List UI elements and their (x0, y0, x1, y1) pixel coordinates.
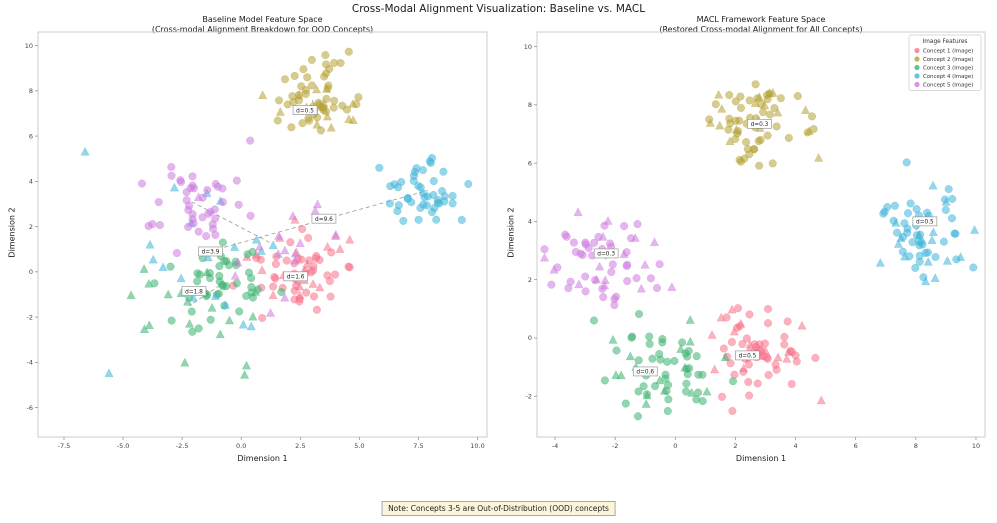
x-tick-label: 2 (733, 442, 737, 450)
svg-text:d=0.5: d=0.5 (296, 108, 314, 114)
svg-text:d=9.6: d=9.6 (315, 217, 333, 223)
legend-marker (914, 64, 920, 71)
distance-annotation: d=3.9 (198, 246, 223, 257)
legend-title: Image Features (923, 39, 968, 45)
legend-entry-label: Concept 5 (Image) (923, 83, 973, 89)
cluster-concept-4-text-points (875, 180, 979, 286)
plot-frame (536, 31, 986, 438)
y-tick-label: 8 (528, 101, 532, 109)
baseline-subplot-title-block: Baseline Model Feature Space (Cross-moda… (38, 15, 487, 34)
x-tick-label: 10.0 (470, 442, 484, 450)
centroid-distance-line (189, 285, 221, 307)
cluster-concept-3-text-points (608, 315, 730, 408)
axis-ticks: -4 -2 0 2 4 6 8 10 -2 0 2 4 6 8 10 (524, 43, 980, 450)
x-tick-label: -7.5 (58, 442, 71, 450)
x-tick-label: 6 (854, 442, 858, 450)
distance-annotation: d=9.6 (311, 213, 337, 224)
cluster-concept-5-text-points (194, 192, 341, 317)
baseline-x-axis-label: Dimension 1 (237, 454, 288, 463)
y-tick-label: 6 (29, 132, 33, 140)
centroid-distance-line (217, 189, 429, 250)
legend-entry-label: Concept 4 (Image) (923, 74, 973, 80)
legend: Image Features Concept 1 (Image) Concept 2… (908, 34, 982, 91)
macl-subplot-title-block: MACL Framework Feature Space (Restored C… (537, 15, 985, 34)
legend-marker (914, 73, 920, 79)
plot-frame (37, 31, 488, 438)
macl-y-axis-label: Dimension 2 (506, 207, 516, 258)
ood-note: Note: Concepts 3-5 are Out-of-Distributi… (381, 501, 616, 516)
y-tick-label: 10 (25, 42, 33, 50)
distance-annotation: d=1.6 (283, 271, 308, 282)
svg-text:d=0.3: d=0.3 (751, 122, 769, 128)
cluster-concept-5-text-points (540, 207, 677, 293)
y-tick-label: 4 (29, 178, 33, 186)
svg-text:d=3.9: d=3.9 (202, 250, 220, 256)
cluster-concept-1-image-points (718, 304, 820, 415)
macl-x-axis-label: Dimension 1 (735, 454, 787, 463)
cluster-concept-1-image-points (229, 225, 354, 322)
y-tick-label: 0 (29, 268, 33, 276)
svg-text:d=0.3: d=0.3 (597, 252, 615, 258)
x-tick-label: -4 (552, 442, 558, 450)
distance-annotation: d=0.6 (632, 366, 658, 377)
x-tick-label: 5.0 (354, 442, 364, 450)
x-tick-label: -2.5 (176, 442, 189, 450)
axis-ticks: -7.5 -5.0 -2.5 0.0 2.5 5.0 7.5 10.0 -6 -4 -2 0 2 4 6 8 1… (25, 42, 485, 450)
macl-subplot-subtitle: (Restored Cross-modal Alignment for All … (659, 24, 863, 34)
svg-text:d=0.5: d=0.5 (739, 354, 757, 360)
baseline-y-axis-label: Dimension 2 (7, 207, 17, 258)
distance-annotation: d=0.5 (292, 105, 318, 115)
cluster-concept-3-text-points (126, 264, 261, 379)
x-tick-label: 10 (972, 442, 980, 450)
macl-scatter-plot: -4 -2 0 2 4 6 8 10 -2 0 2 4 6 8 10 d=0.3 d=0.5 d=0.3 d=0.6… (524, 31, 986, 450)
cluster-concept-1-text-points (707, 304, 826, 405)
y-tick-label: 10 (524, 43, 532, 51)
y-tick-label: 8 (29, 87, 33, 95)
y-tick-label: 0 (528, 334, 532, 342)
legend-marker (914, 81, 920, 88)
svg-text:d=1.8: d=1.8 (185, 289, 203, 295)
cluster-concept-2-image-points (273, 47, 363, 135)
x-tick-label: 4 (794, 442, 798, 450)
svg-text:d=0.5: d=0.5 (916, 220, 934, 226)
y-tick-label: -2 (526, 393, 532, 401)
svg-text:d=0.6: d=0.6 (636, 370, 654, 376)
x-tick-label: 2.5 (295, 442, 305, 450)
distance-annotation: d=1.8 (181, 286, 207, 296)
x-tick-label: 7.5 (413, 442, 423, 450)
y-tick-label: 4 (528, 218, 532, 226)
baseline-scatter-plot: -7.5 -5.0 -2.5 0.0 2.5 5.0 7.5 10.0 -6 -4 -2 0 2 4 6 8 1… (25, 31, 488, 450)
y-tick-label: 6 (528, 159, 532, 167)
legend-entry-label: Concept 3 (Image) (923, 66, 973, 72)
distance-annotation: d=0.5 (735, 350, 760, 361)
baseline-subplot-subtitle: (Cross-modal Alignment Breakdown for OOD… (151, 24, 374, 34)
x-tick-label: 0.0 (236, 442, 246, 450)
y-tick-label: 2 (29, 223, 33, 231)
y-tick-label: -4 (27, 359, 33, 367)
cluster-concept-5-image-points (138, 136, 255, 258)
x-tick-label: -5.0 (117, 442, 130, 450)
macl-subplot-title: MACL Framework Feature Space (696, 15, 826, 24)
y-tick-label: -2 (27, 313, 33, 321)
legend-marker (914, 56, 920, 62)
distance-annotation: d=0.5 (912, 216, 938, 227)
x-tick-label: 0 (673, 442, 677, 450)
legend-marker (914, 47, 920, 54)
distance-annotation: d=0.3 (747, 118, 772, 129)
distance-annotation: d=0.3 (593, 248, 619, 259)
figure-title: Cross-Modal Alignment Visualization: Bas… (351, 3, 646, 15)
x-tick-label: -2 (612, 442, 618, 450)
cluster-concept-4-image-points (375, 154, 473, 225)
baseline-subplot-title: Baseline Model Feature Space (202, 15, 323, 24)
cluster-concept-3-image-points (590, 310, 737, 421)
y-tick-label: 2 (528, 276, 532, 284)
x-tick-label: 8 (914, 442, 918, 450)
svg-text:d=1.6: d=1.6 (287, 275, 305, 281)
legend-entry-label: Concept 2 (Image) (923, 57, 973, 63)
y-tick-label: -6 (27, 404, 33, 412)
legend-entry-label: Concept 1 (Image) (923, 49, 973, 55)
